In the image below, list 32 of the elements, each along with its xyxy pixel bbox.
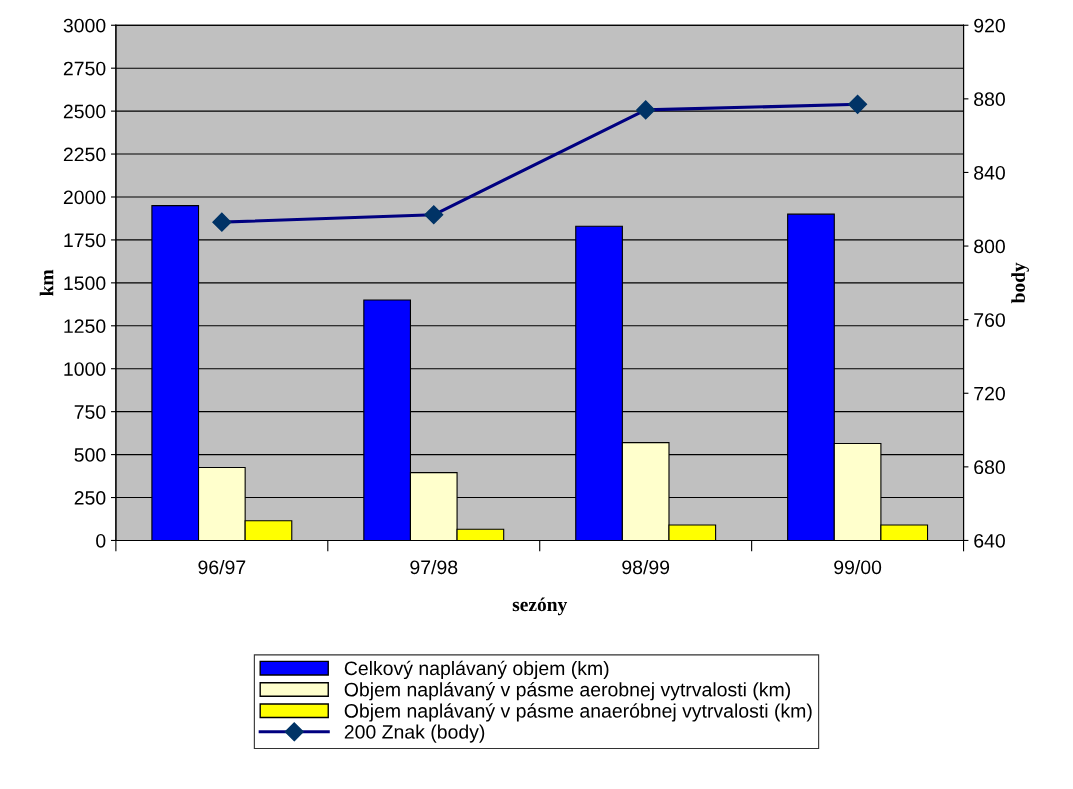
y2-tick-label: 720 bbox=[974, 386, 1005, 401]
x-tick-label: 98/99 bbox=[622, 559, 670, 575]
y2-tick-label: 680 bbox=[974, 460, 1005, 475]
y2-tick-label: 840 bbox=[974, 165, 1005, 180]
y-tick-label: 750 bbox=[74, 405, 106, 419]
y2-tick-label: 640 bbox=[974, 533, 1005, 548]
y2-axis-title: body bbox=[1011, 262, 1029, 304]
y-tick-label: 2500 bbox=[63, 104, 106, 119]
y-tick-label: 500 bbox=[74, 448, 106, 462]
legend-label: 200 Znak (body) bbox=[344, 724, 485, 743]
x-axis-title: sezóny bbox=[512, 597, 568, 616]
y-tick-label: 1250 bbox=[64, 319, 106, 334]
y-tick-label: 1750 bbox=[64, 233, 106, 248]
y-tick-label: 1500 bbox=[64, 276, 106, 291]
y2-tick-label: 920 bbox=[974, 18, 1005, 33]
x-tick-label: 99/00 bbox=[834, 559, 882, 575]
y-tick-label: 2750 bbox=[63, 61, 106, 76]
y2-tick-label: 760 bbox=[974, 313, 1005, 327]
y2-tick-label: 880 bbox=[974, 92, 1005, 107]
legend-label: Celkový naplávaný objem (km) bbox=[344, 660, 609, 680]
y-tick-label: 1000 bbox=[64, 362, 106, 376]
y2-tick-label: 800 bbox=[974, 239, 1005, 254]
x-tick-label: 96/97 bbox=[198, 559, 246, 575]
y-tick-label: 2000 bbox=[63, 190, 106, 205]
y-tick-label: 2250 bbox=[63, 147, 106, 162]
legend-label: Objem naplávaný v pásme anaeróbnej vytrvalosti (km) bbox=[344, 703, 812, 722]
y-tick-label: 3000 bbox=[63, 18, 106, 33]
y-tick-label: 250 bbox=[74, 491, 106, 505]
y-tick-label: 0 bbox=[96, 533, 106, 548]
y-axis-title: km bbox=[39, 269, 54, 296]
x-tick-label: 97/98 bbox=[410, 559, 458, 575]
legend-label: Objem naplávaný v pásme aerobnej vytrvalosti (km) bbox=[344, 681, 790, 701]
